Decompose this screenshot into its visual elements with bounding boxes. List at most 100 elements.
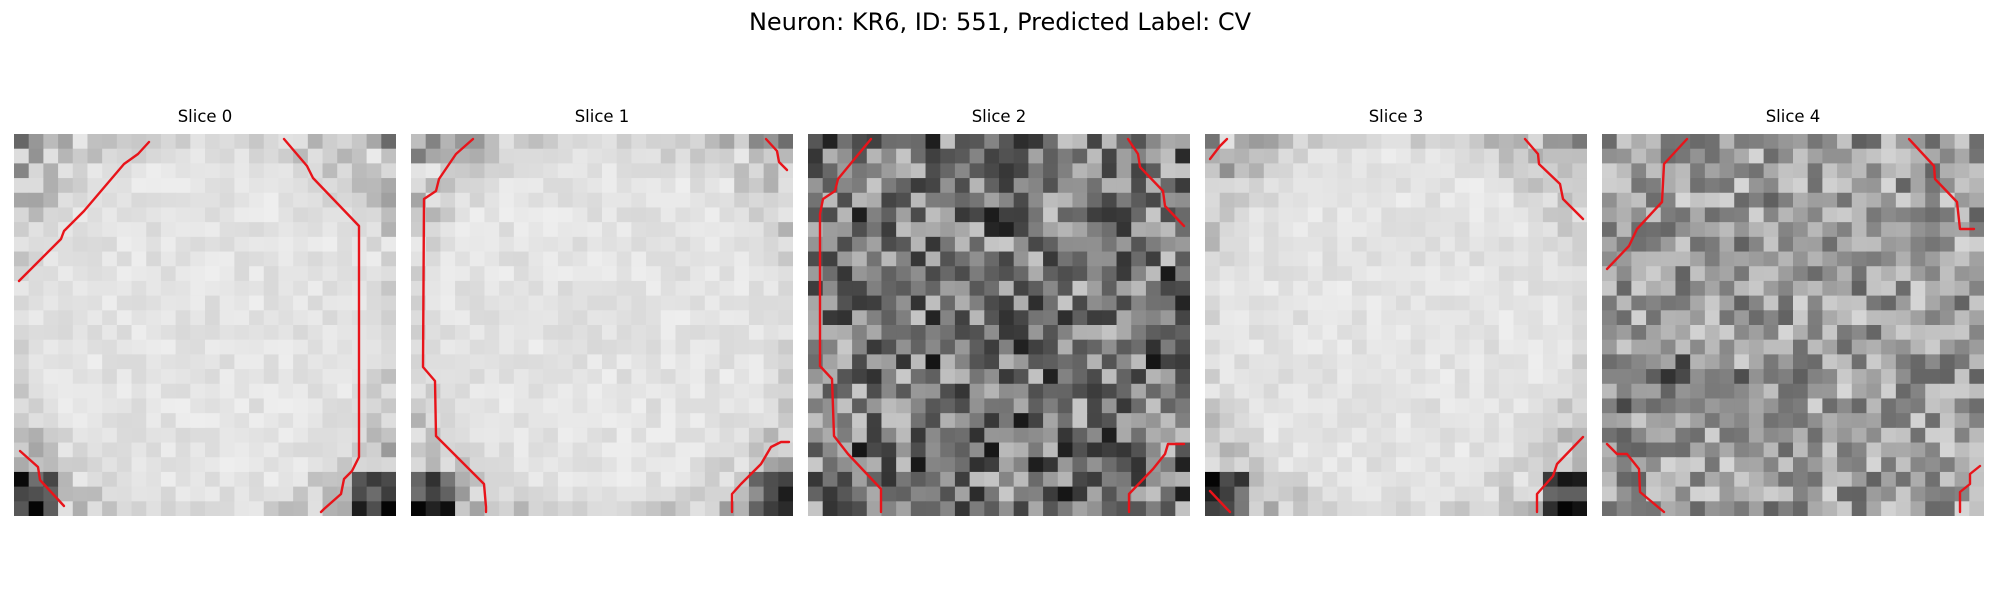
- pixel-cell: [116, 280, 133, 297]
- pixel-cell: [925, 207, 941, 223]
- pixel-cell: [822, 236, 838, 253]
- pixel-cell: [616, 325, 632, 341]
- pixel-cell: [160, 280, 177, 297]
- pixel-cell: [1763, 486, 1779, 502]
- pixel-cell: [1513, 354, 1529, 370]
- pixel-cell: [1249, 134, 1265, 150]
- pixel-cell: [866, 501, 883, 516]
- pixel-cell: [513, 339, 530, 355]
- pixel-cell: [337, 251, 353, 267]
- pixel-cell: [557, 427, 574, 444]
- pixel-cell: [1087, 280, 1103, 297]
- pixel-cell: [411, 163, 427, 179]
- pixel-cell: [1704, 471, 1721, 488]
- pixel-cell: [1101, 398, 1118, 414]
- pixel-cell: [469, 178, 486, 194]
- pixel-cell: [190, 295, 206, 311]
- pixel-cell: [234, 442, 250, 458]
- pixel-cell: [1337, 354, 1353, 370]
- pixel-cell: [440, 354, 456, 370]
- pixel-cell: [1381, 192, 1397, 209]
- pixel-cell: [249, 207, 265, 223]
- pixel-cell: [1954, 163, 1970, 179]
- pixel-cell: [1837, 295, 1853, 311]
- pixel-cell: [381, 325, 396, 341]
- pixel-cell: [1910, 339, 1926, 355]
- pixel-cell: [969, 163, 985, 179]
- pixel-cell: [954, 369, 971, 385]
- pixel-cell: [366, 354, 382, 370]
- pixel-cell: [748, 207, 765, 223]
- pixel-cell: [160, 413, 177, 429]
- pixel-cell: [528, 222, 544, 238]
- pixel-cell: [866, 369, 883, 385]
- pixel-cell: [1057, 442, 1074, 458]
- pixel-cell: [1234, 486, 1250, 502]
- pixel-cell: [1822, 427, 1838, 444]
- pixel-cell: [660, 295, 677, 311]
- pixel-cell: [440, 442, 456, 458]
- pixel-cell: [1675, 236, 1691, 253]
- pixel-cell: [1057, 354, 1074, 370]
- pixel-cell: [484, 236, 500, 253]
- pixel-cell: [852, 501, 868, 516]
- pixel-cell: [1249, 178, 1265, 194]
- pixel-cell: [249, 148, 265, 164]
- pixel-cell: [616, 192, 632, 209]
- pixel-cell: [1822, 178, 1838, 194]
- pixel-cell: [646, 222, 662, 238]
- pixel-cell: [160, 148, 177, 164]
- pixel-cell: [572, 398, 588, 414]
- pixel-cell: [1425, 427, 1441, 444]
- pixel-cell: [881, 486, 897, 502]
- pixel-cell: [1542, 192, 1559, 209]
- pixel-cell: [1719, 192, 1735, 209]
- contour-line: [1907, 137, 1976, 231]
- pixel-cell: [1131, 427, 1147, 444]
- pixel-cell: [234, 207, 250, 223]
- pixel-cell: [1425, 148, 1441, 164]
- pixel-cell: [1263, 280, 1280, 297]
- pixel-cell: [1469, 222, 1485, 238]
- pixel-cell: [307, 457, 324, 473]
- pixel-cell: [234, 413, 250, 429]
- pixel-cell: [984, 457, 1000, 473]
- pixel-cell: [1278, 354, 1294, 370]
- pixel-cell: [1454, 266, 1471, 282]
- pixel-cell: [1675, 222, 1691, 238]
- pixel-cell: [1101, 310, 1118, 326]
- pixel-cell: [881, 369, 897, 385]
- pixel-cell: [734, 178, 750, 194]
- pixel-cell: [1719, 369, 1735, 385]
- pixel-cell: [381, 280, 396, 297]
- pixel-cell: [116, 369, 133, 385]
- pixel-cell: [1498, 266, 1515, 282]
- pixel-cell: [72, 280, 89, 297]
- pixel-cell: [557, 325, 574, 341]
- pixel-cell: [572, 413, 588, 429]
- pixel-cell: [131, 266, 147, 282]
- pixel-cell: [1807, 325, 1823, 341]
- pixel-cell: [1205, 339, 1221, 355]
- pixel-cell: [87, 163, 103, 179]
- pixel-cell: [1925, 163, 1941, 179]
- pixel-cell: [1969, 442, 1984, 458]
- pixel-cell: [940, 280, 956, 297]
- pixel-cell: [1043, 486, 1059, 502]
- pixel-cell: [999, 163, 1015, 179]
- pixel-cell: [381, 427, 396, 444]
- pixel-cell: [1866, 310, 1882, 326]
- pixel-cell: [969, 310, 985, 326]
- pixel-cell: [1557, 325, 1573, 341]
- pixel-cell: [763, 413, 779, 429]
- pixel-cell: [719, 163, 735, 179]
- pixel-cell: [631, 354, 647, 370]
- pixel-cell: [528, 369, 544, 385]
- pixel-cell: [190, 457, 206, 473]
- pixel-cell: [557, 207, 574, 223]
- pixel-cell: [1910, 369, 1926, 385]
- pixel-cell: [1469, 280, 1485, 297]
- pixel-cell: [1425, 398, 1441, 414]
- pixel-cell: [1866, 398, 1882, 414]
- pixel-cell: [1763, 383, 1779, 400]
